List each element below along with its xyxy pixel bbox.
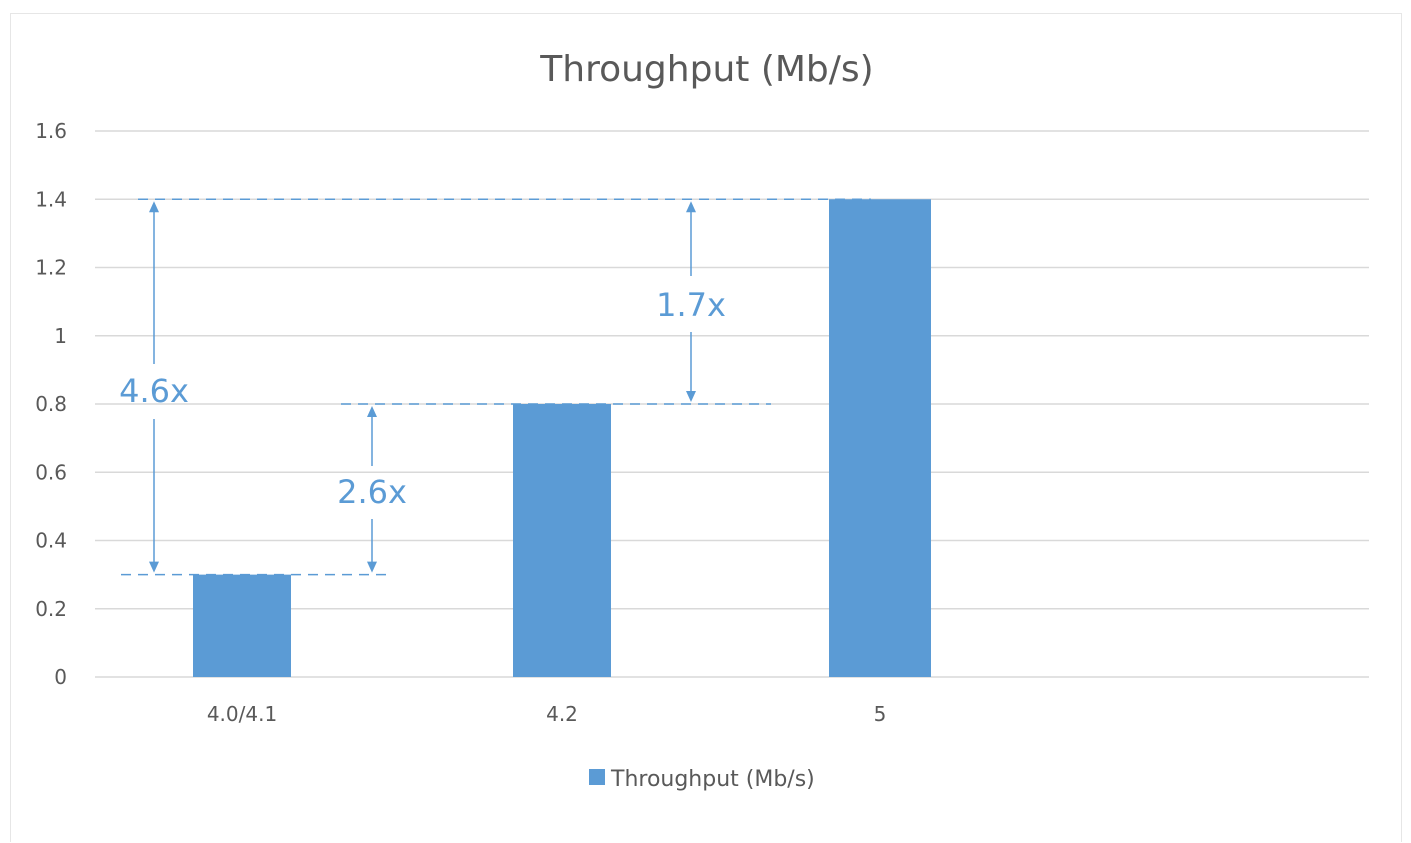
legend-label: Throughput (Mb/s) <box>610 767 815 792</box>
bars <box>193 199 931 677</box>
x-tick-label: 4.0/4.1 <box>207 702 277 726</box>
y-tick-label: 0.8 <box>35 392 67 416</box>
x-tick-label: 4.2 <box>546 702 578 726</box>
arrow-head <box>367 406 377 417</box>
legend-swatch <box>589 769 605 785</box>
arrow-head <box>149 561 159 573</box>
chart-frame: 4.6x 2.6x 1.7x 0 0.2 0.4 0.6 0.8 1 1.2 1.4 1.6 4.0/… <box>10 13 1402 842</box>
arrow-head <box>367 561 377 573</box>
arrow-head <box>149 201 159 213</box>
bar-2 <box>513 404 611 677</box>
y-tick-label: 1.4 <box>35 187 67 211</box>
arrow-head <box>686 201 696 213</box>
multiplier-label: 2.6x <box>337 473 407 511</box>
legend: Throughput (Mb/s) <box>589 767 815 792</box>
bar-1 <box>193 574 291 677</box>
y-tick-label: 0 <box>54 665 67 689</box>
arrow-head <box>686 391 696 402</box>
multiplier-annotations: 4.6x 2.6x 1.7x <box>119 198 871 576</box>
y-tick-label: 0.2 <box>35 597 67 621</box>
bar-3 <box>829 199 931 677</box>
x-tick-label: 5 <box>874 702 887 726</box>
y-tick-label: 0.4 <box>35 529 67 553</box>
chart-title: Throughput (Mb/s) <box>539 49 873 90</box>
y-tick-label: 1.6 <box>35 119 67 143</box>
y-tick-label: 1.2 <box>35 256 67 280</box>
multiplier-label: 4.6x <box>119 372 189 410</box>
y-tick-label: 1 <box>54 324 67 348</box>
multiplier-label: 1.7x <box>656 286 726 324</box>
axis-labels: 0 0.2 0.4 0.6 0.8 1 1.2 1.4 1.6 4.0/4.1 4.2 5 <box>35 119 886 726</box>
y-tick-label: 0.6 <box>35 460 67 484</box>
bar-chart: 4.6x 2.6x 1.7x 0 0.2 0.4 0.6 0.8 1 1.2 1.4 1.6 4.0/… <box>35 49 1369 792</box>
